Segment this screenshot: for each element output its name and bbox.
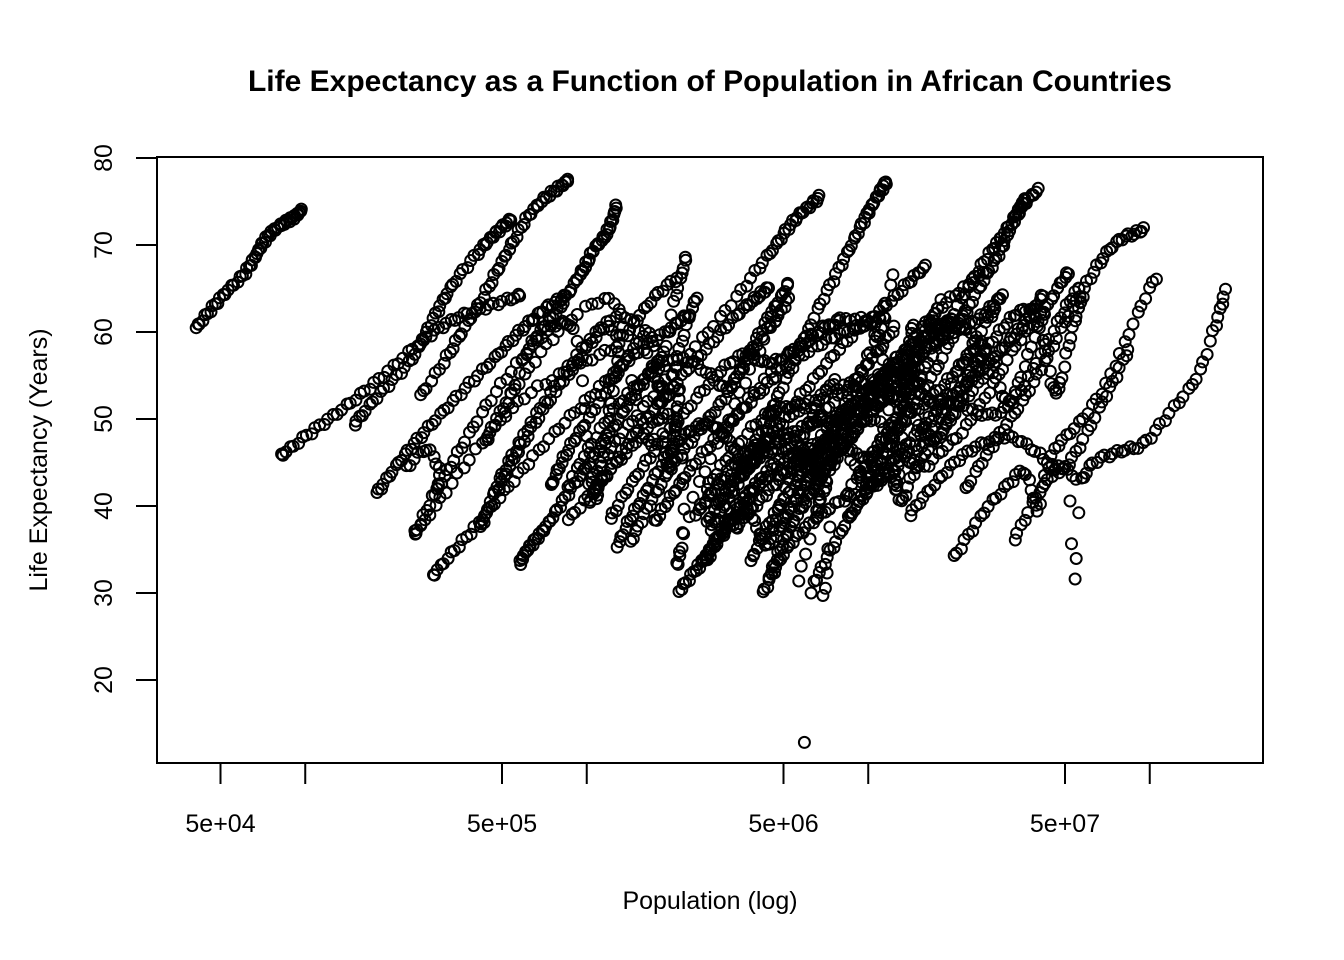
x-tick-label: 5e+05 (467, 810, 537, 838)
y-tick-label: 80 (90, 144, 118, 172)
plot-border (156, 156, 1264, 764)
y-tick-label: 20 (90, 666, 118, 694)
y-tick-label: 70 (90, 231, 118, 259)
x-tick-label: 5e+07 (1030, 810, 1100, 838)
x-tick-label: 5e+04 (185, 810, 255, 838)
y-tick-label: 50 (90, 405, 118, 433)
x-axis-title: Population (log) (622, 887, 797, 915)
y-axis-title: Life Expectancy (Years) (25, 328, 53, 591)
y-tick-label: 60 (90, 318, 118, 346)
y-tick-label: 30 (90, 579, 118, 607)
x-tick-label: 5e+06 (748, 810, 818, 838)
data-points (189, 172, 1232, 749)
y-axis-ticks: 20 30 40 50 60 70 80 (90, 144, 157, 694)
chart-title: Life Expectancy as a Function of Populat… (248, 65, 1172, 98)
x-axis-ticks: 5e+04 5e+05 5e+06 5e+07 (185, 763, 1151, 838)
y-tick-label: 40 (90, 492, 118, 520)
